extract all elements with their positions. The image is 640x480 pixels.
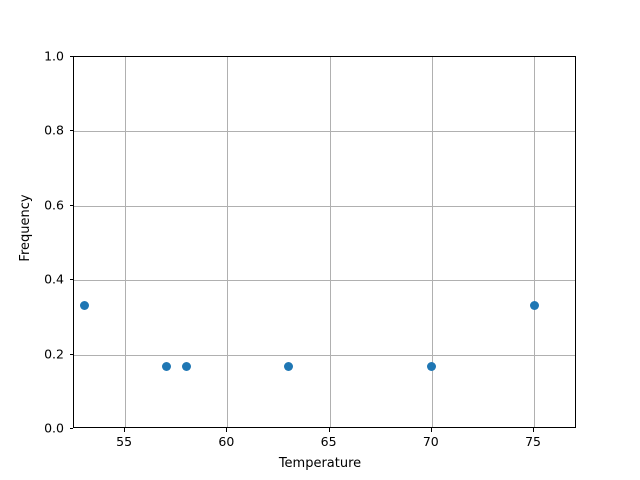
- y-gridline: [74, 205, 575, 207]
- x-tick-label: 65: [320, 434, 337, 449]
- x-tick-label: 75: [525, 434, 541, 449]
- x-tick: [328, 428, 330, 432]
- x-axis-label: Temperature: [278, 456, 362, 471]
- scatter-series: [74, 57, 575, 427]
- x-gridline: [125, 57, 127, 427]
- grid-layer: [74, 57, 575, 427]
- scatter-point: [529, 300, 539, 310]
- y-tick-label: 0.4: [44, 271, 64, 287]
- scatter-point: [284, 362, 294, 372]
- y-tick-label: 0.6: [44, 197, 64, 213]
- x-gridline: [329, 57, 331, 427]
- scatter-point: [79, 300, 89, 310]
- scatter-point: [181, 362, 191, 372]
- x-gridline: [227, 57, 229, 427]
- y-axis-label: Frequency: [18, 194, 33, 262]
- y-tick: [69, 130, 73, 132]
- x-tick: [124, 428, 126, 432]
- x-tick: [430, 428, 432, 432]
- x-tick-label: 70: [422, 434, 439, 449]
- y-tick-label: 0.2: [44, 346, 64, 362]
- scatter-point: [427, 362, 437, 372]
- y-gridline: [74, 354, 575, 356]
- y-gridline: [74, 131, 575, 133]
- y-tick: [69, 56, 73, 58]
- x-tick: [226, 428, 228, 432]
- x-gridline: [431, 57, 433, 427]
- x-tick-label: 60: [218, 434, 235, 449]
- plot-axes: [73, 56, 576, 428]
- y-tick-label: 0.0: [44, 420, 64, 436]
- y-tick: [69, 428, 73, 430]
- y-tick: [69, 204, 73, 206]
- y-tick: [69, 279, 73, 281]
- scatter-point: [161, 362, 171, 372]
- y-tick-label: 0.8: [44, 122, 64, 138]
- x-gridline: [534, 57, 536, 427]
- y-tick-label: 1.0: [44, 48, 64, 64]
- x-tick: [533, 428, 535, 432]
- y-gridline: [74, 280, 575, 282]
- y-tick: [69, 353, 73, 355]
- x-tick-label: 55: [116, 434, 133, 449]
